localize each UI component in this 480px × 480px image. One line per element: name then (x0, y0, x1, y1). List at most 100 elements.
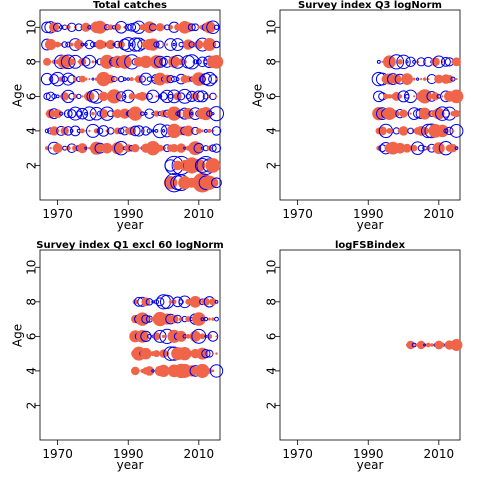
negative-residual-point (449, 123, 464, 138)
x-axis-label: year (357, 218, 384, 232)
positive-residual-point (422, 77, 427, 81)
positive-residual-point (146, 38, 160, 51)
negative-residual-point (388, 54, 405, 70)
negative-residual-point (44, 128, 50, 134)
negative-residual-point (61, 41, 68, 48)
positive-residual-point (166, 123, 182, 139)
y-axis-label: Age (251, 84, 265, 107)
positive-residual-point (201, 297, 210, 306)
positive-residual-point (161, 334, 166, 339)
x-tick-label: 1990 (113, 447, 144, 461)
positive-residual-point (77, 143, 88, 154)
negative-residual-point (185, 93, 191, 100)
negative-residual-point (141, 314, 151, 324)
positive-residual-point (107, 24, 114, 31)
negative-residual-point (211, 143, 222, 153)
positive-residual-point (386, 128, 393, 134)
positive-residual-point (111, 142, 124, 155)
negative-residual-point (166, 74, 175, 84)
positive-residual-point (105, 39, 116, 50)
positive-residual-point (137, 147, 140, 150)
x-tick-label: 1970 (282, 207, 313, 221)
positive-residual-point (57, 54, 72, 69)
positive-residual-point (89, 141, 104, 155)
positive-residual-point (53, 109, 63, 119)
positive-residual-point (441, 147, 444, 150)
x-tick-label: 1970 (42, 447, 73, 461)
positive-residual-point (79, 128, 85, 134)
positive-residual-point (436, 124, 449, 138)
negative-residual-point (153, 329, 167, 343)
positive-residual-point (49, 147, 52, 150)
positive-residual-point (207, 128, 212, 133)
positive-residual-point (207, 177, 219, 189)
positive-residual-point (135, 109, 143, 118)
positive-residual-point (192, 158, 206, 172)
positive-residual-point (450, 339, 463, 351)
positive-residual-point (81, 95, 84, 98)
negative-residual-point (144, 108, 155, 119)
positive-residual-point (156, 144, 164, 152)
y-tick-label: 8 (265, 298, 279, 306)
positive-residual-point (169, 144, 179, 153)
negative-residual-point (151, 369, 155, 373)
positive-residual-point (451, 129, 455, 133)
x-axis-label: year (117, 458, 144, 472)
negative-residual-point (114, 20, 128, 34)
positive-residual-point (420, 77, 423, 81)
y-tick-label: 8 (25, 58, 39, 66)
y-tick-label: 2 (265, 162, 279, 170)
negative-residual-point (129, 125, 141, 137)
residual-bubbles (405, 339, 463, 351)
negative-residual-point (141, 126, 151, 136)
negative-residual-point (184, 54, 200, 70)
y-axis-label: Age (11, 324, 25, 347)
positive-residual-point (128, 93, 135, 100)
positive-residual-point (88, 78, 91, 81)
plot-frame (39, 9, 221, 201)
negative-residual-point (178, 41, 184, 48)
positive-residual-point (215, 95, 218, 98)
positive-residual-point (413, 95, 416, 98)
negative-residual-point (84, 42, 88, 47)
positive-residual-point (206, 333, 213, 340)
positive-residual-point (410, 144, 418, 152)
positive-residual-point (84, 77, 88, 81)
negative-residual-point (404, 93, 410, 99)
positive-residual-point (381, 60, 384, 63)
positive-residual-point (196, 347, 209, 360)
negative-residual-point (76, 93, 82, 99)
positive-residual-point (211, 317, 215, 321)
positive-residual-point (211, 369, 215, 373)
negative-residual-point (209, 144, 217, 152)
positive-residual-point (43, 57, 52, 66)
y-tick-label: 8 (25, 298, 39, 306)
negative-residual-point (412, 59, 417, 64)
x-tick-label: 1990 (353, 207, 384, 221)
positive-residual-point (209, 55, 224, 69)
negative-residual-point (91, 77, 95, 81)
negative-residual-point (63, 126, 73, 136)
positive-residual-point (211, 352, 215, 355)
positive-residual-point (449, 89, 464, 104)
y-tick-label: 10 (25, 260, 39, 275)
negative-residual-point (127, 22, 137, 32)
negative-residual-point (97, 125, 110, 137)
positive-residual-point (68, 58, 76, 66)
positive-residual-point (182, 108, 194, 120)
negative-residual-point (164, 38, 177, 51)
negative-residual-point (123, 94, 127, 98)
positive-residual-point (391, 74, 402, 85)
positive-residual-point (391, 60, 394, 63)
positive-residual-point (78, 57, 87, 66)
panel-title: Total catches (93, 0, 167, 11)
positive-residual-point (399, 109, 408, 118)
positive-residual-point (176, 143, 186, 153)
positive-residual-point (54, 41, 61, 48)
positive-residual-point (59, 146, 63, 150)
positive-residual-point (182, 125, 194, 137)
negative-residual-point (40, 72, 54, 86)
positive-residual-point (383, 73, 395, 85)
positive-residual-point (114, 93, 121, 100)
negative-residual-point (198, 75, 206, 83)
